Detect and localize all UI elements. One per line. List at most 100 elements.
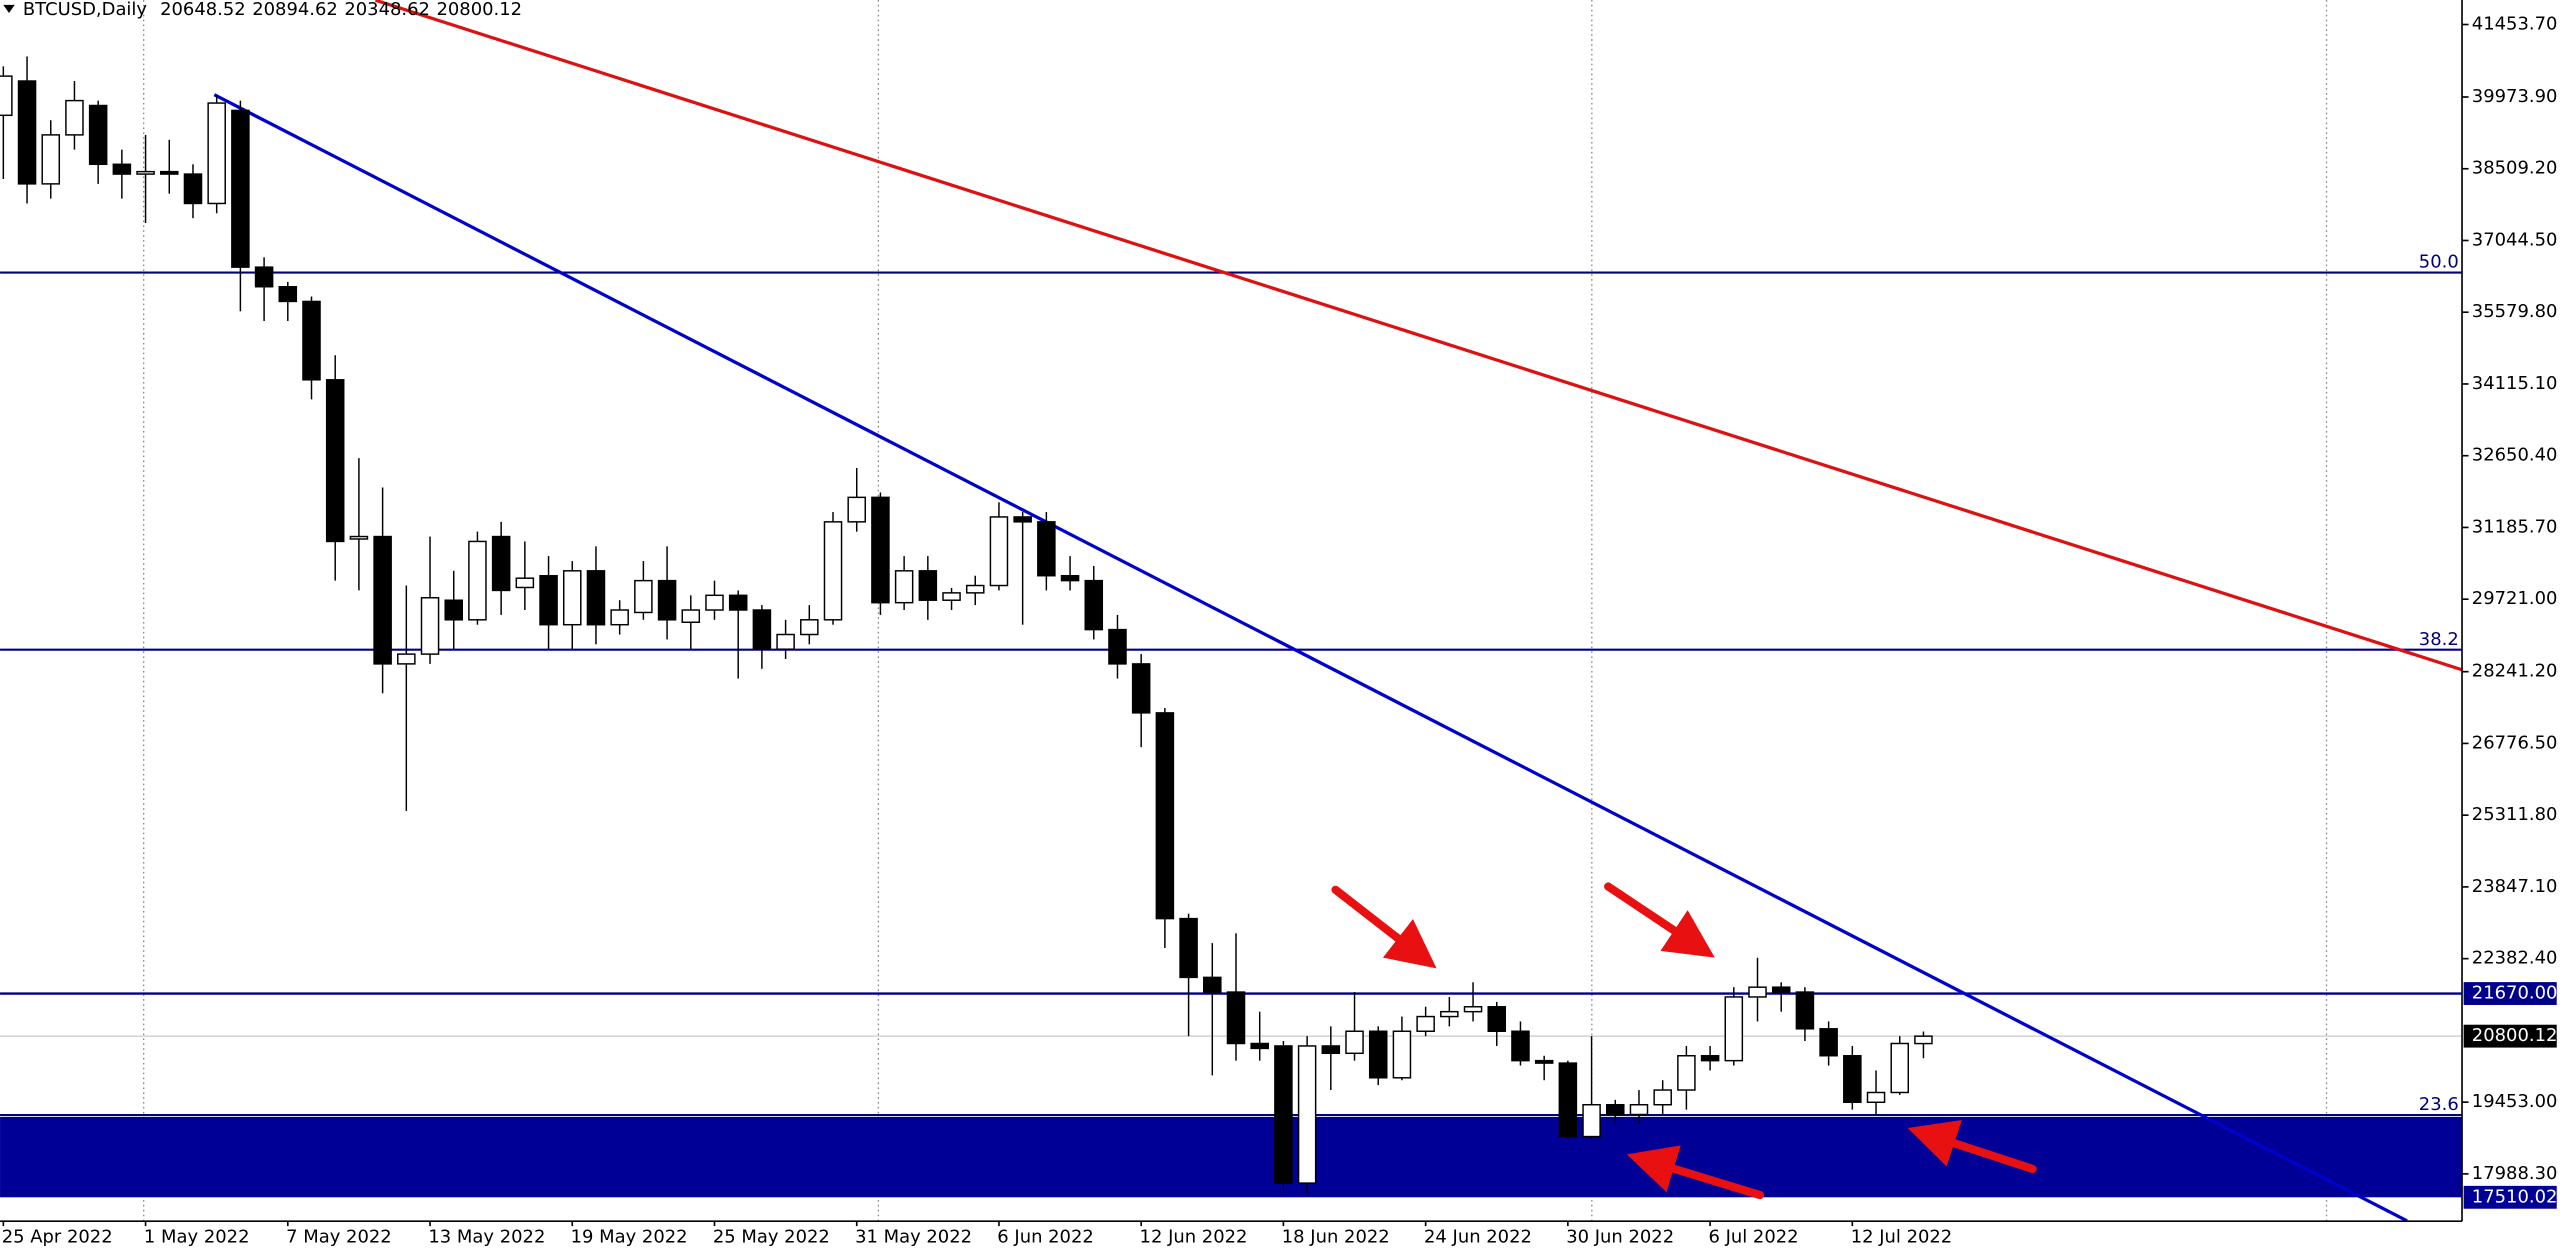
y-tick-label: 32650.40 [2472, 445, 2558, 466]
y-tick-label: 29721.00 [2472, 588, 2558, 609]
candle-body [847, 496, 866, 523]
candle-body [1297, 1045, 1317, 1184]
candle-body [1629, 1103, 1649, 1116]
candle-body [1037, 521, 1056, 577]
candle-body [88, 104, 108, 166]
candle-body [1345, 1030, 1364, 1055]
zone-price-label-box [2463, 1185, 2557, 1209]
candle-body [1321, 1045, 1341, 1055]
y-tick-label: 39973.90 [2472, 86, 2558, 107]
y-tick-label: 38509.20 [2472, 158, 2558, 179]
candle-body [302, 300, 321, 381]
candle-body [160, 170, 179, 175]
x-tick-label: 25 May 2022 [713, 1227, 830, 1248]
candle-body [1203, 976, 1222, 993]
y-tick-label: 28241.20 [2472, 661, 2558, 682]
candle-body [1914, 1035, 1933, 1045]
x-tick-label: 25 Apr 2022 [2, 1227, 113, 1248]
candle-body [752, 609, 772, 650]
level-price-label-box [2463, 982, 2557, 1005]
zone-price-label: 17510.02 [2472, 1186, 2558, 1207]
y-tick-label: 35579.80 [2472, 301, 2558, 322]
candle-body [1724, 996, 1744, 1062]
fib-label: 50.0 [2419, 252, 2459, 273]
chart-title: BTCUSD,Daily [23, 0, 148, 20]
candle-body [634, 579, 653, 614]
candle-body [1179, 917, 1198, 979]
candle-body [728, 594, 748, 611]
candle-body [207, 102, 226, 205]
y-tick-label: 37044.50 [2472, 229, 2558, 250]
x-tick-label: 13 May 2022 [428, 1227, 545, 1248]
candle-body [420, 597, 440, 655]
y-tick-label: 41453.70 [2472, 14, 2558, 35]
fib-label: 23.6 [2419, 1094, 2459, 1115]
candle-body [0, 75, 13, 117]
header-close: 20800.12 [436, 0, 522, 20]
candle-body [1226, 991, 1246, 1045]
x-tick-label: 12 Jun 2022 [1140, 1227, 1248, 1248]
candle-body [1013, 516, 1032, 523]
candle-body [776, 633, 795, 650]
candle-body [1155, 712, 1175, 920]
candle-body [1700, 1055, 1720, 1062]
last-price-label-box [2463, 1024, 2557, 1048]
arrow [1626, 1145, 1765, 1200]
candle-body [112, 163, 132, 175]
candle-body [1131, 663, 1151, 714]
arrow [1604, 882, 1715, 958]
candle-body [1677, 1055, 1696, 1091]
candle-body [1440, 1010, 1459, 1018]
candle-body [657, 579, 677, 621]
y-tick-label: 23847.10 [2472, 876, 2558, 897]
candle-body [1392, 1030, 1412, 1079]
x-tick-label: 31 May 2022 [855, 1227, 972, 1248]
x-tick-label: 6 Jun 2022 [997, 1227, 1094, 1248]
candle-body [397, 653, 416, 665]
candle-body [562, 570, 582, 626]
candle-body [17, 80, 37, 185]
candle-body [705, 594, 724, 611]
candle-body [1416, 1015, 1435, 1032]
y-tick-label: 25311.80 [2472, 804, 2558, 825]
header-high: 20894.62 [252, 0, 338, 20]
y-tick-label: 26776.50 [2472, 732, 2558, 753]
candle-body [539, 574, 558, 626]
candle-body [254, 266, 274, 288]
candle-body [1511, 1030, 1530, 1062]
arrow [1331, 885, 1437, 969]
candle-body [681, 609, 701, 623]
support-zone [0, 1116, 2463, 1198]
candle-body [1866, 1091, 1886, 1104]
candle-body [1748, 986, 1767, 998]
x-tick-label: 1 May 2022 [144, 1227, 250, 1248]
arrow [1907, 1119, 2037, 1174]
candle-body [1890, 1042, 1910, 1094]
last-price-label: 20800.12 [2472, 1025, 2558, 1046]
candle-body [989, 516, 1009, 587]
candle-body [965, 584, 985, 594]
x-tick-label: 30 Jun 2022 [1566, 1227, 1674, 1248]
x-tick-label: 7 May 2022 [286, 1227, 392, 1248]
candle-body [1771, 986, 1791, 993]
candle-body [231, 109, 250, 268]
trendline [213, 93, 2408, 1222]
candle-body [586, 570, 606, 626]
candle-body [800, 619, 819, 636]
candle-body [325, 379, 345, 543]
candle-body [1653, 1089, 1672, 1106]
candle-body [942, 592, 961, 601]
candle-body [1534, 1059, 1554, 1064]
chart-header: BTCUSD,Daily 20648.52 20894.62 20348.62 2080… [23, 0, 522, 20]
level-price-label: 21670.00 [2472, 983, 2558, 1004]
candle-body [468, 540, 487, 621]
candle-body [823, 521, 843, 621]
y-tick-label: 34115.10 [2472, 373, 2558, 394]
y-tick-label: 17988.30 [2472, 1163, 2558, 1184]
header-open: 20648.52 [160, 0, 246, 20]
candle-body [349, 535, 369, 540]
arrows [1331, 882, 2037, 1200]
